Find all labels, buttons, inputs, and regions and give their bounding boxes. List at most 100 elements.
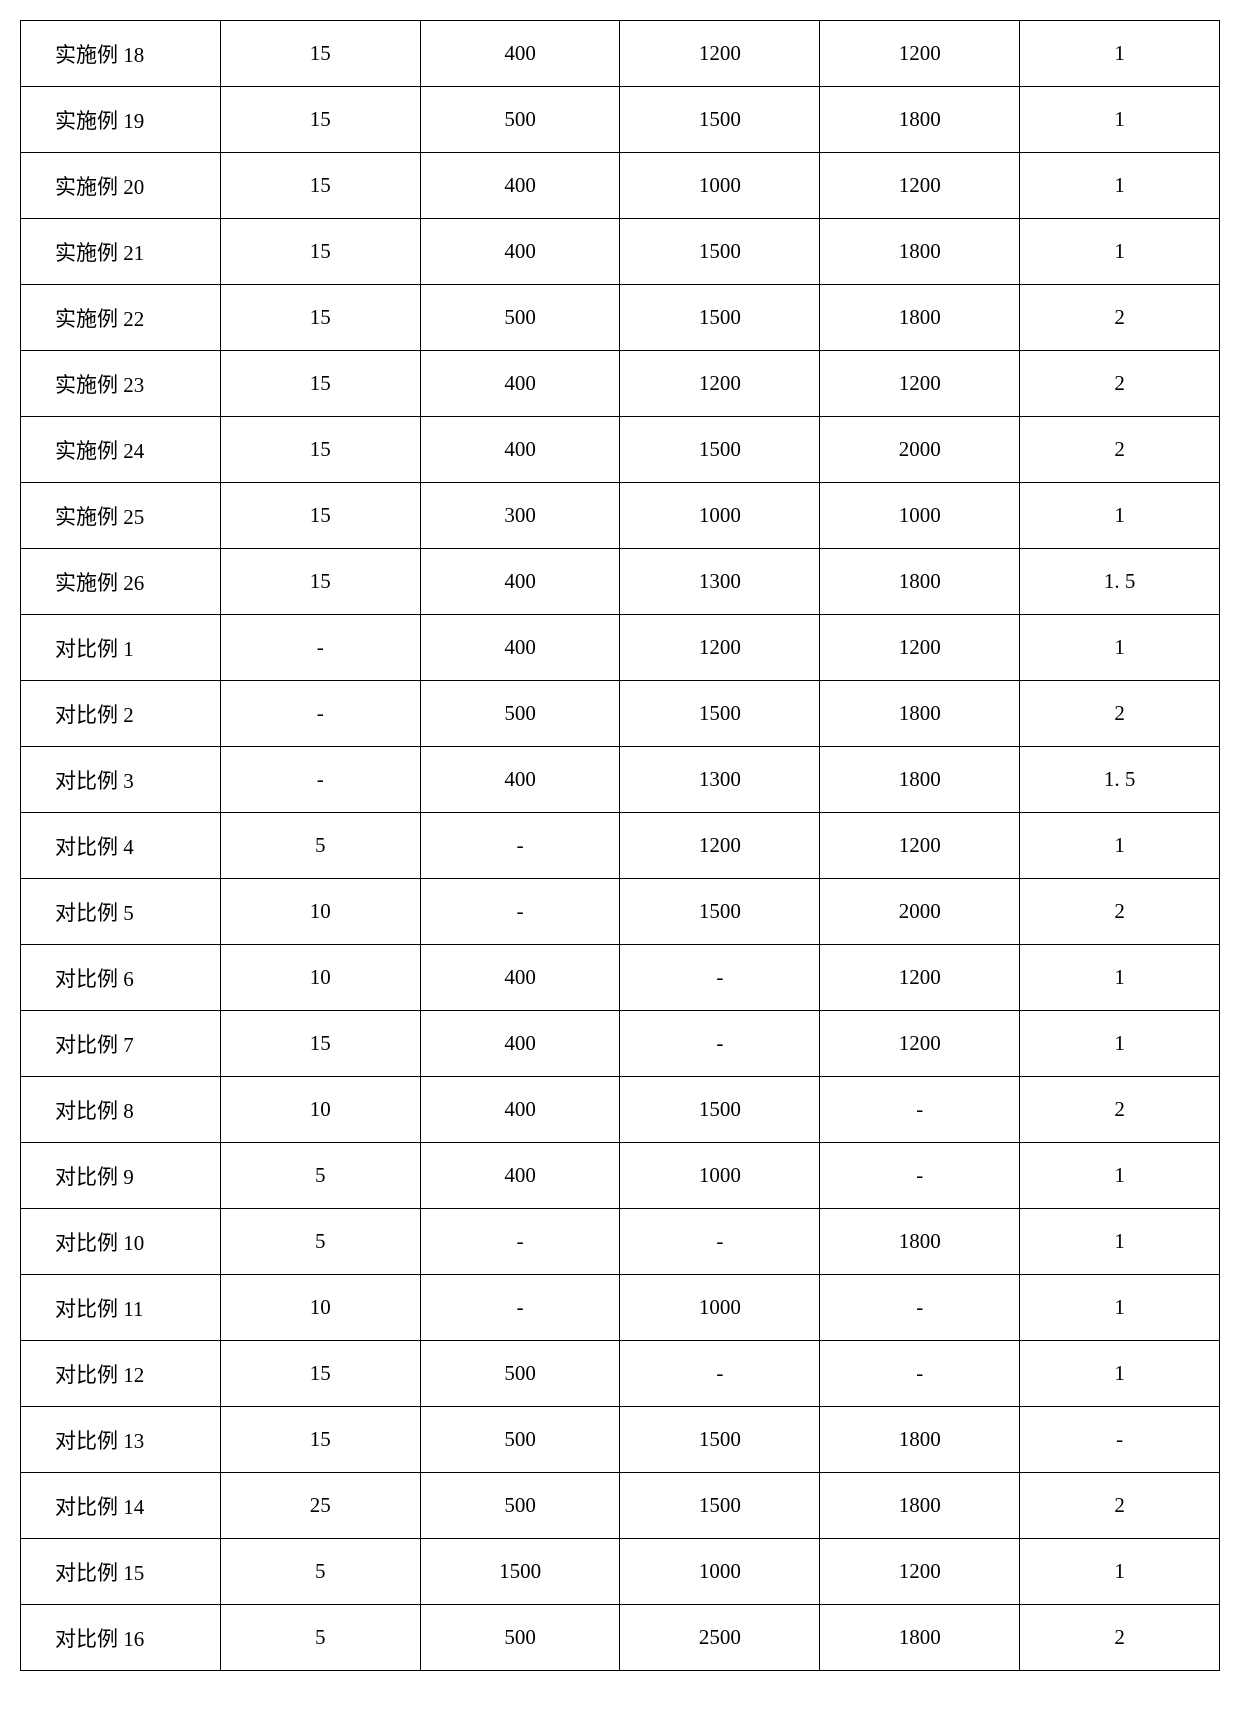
row-value: 15 bbox=[220, 351, 420, 417]
row-value: 1200 bbox=[820, 21, 1020, 87]
table-row: 对比例 131550015001800- bbox=[21, 1407, 1220, 1473]
row-value: - bbox=[420, 1209, 620, 1275]
row-value: 1800 bbox=[820, 549, 1020, 615]
row-value: 10 bbox=[220, 879, 420, 945]
row-value: - bbox=[420, 813, 620, 879]
row-value: 1. 5 bbox=[1020, 549, 1220, 615]
row-value: 1000 bbox=[620, 1143, 820, 1209]
row-value: 1. 5 bbox=[1020, 747, 1220, 813]
table-row: 实施例 2415400150020002 bbox=[21, 417, 1220, 483]
row-value: 1 bbox=[1020, 1209, 1220, 1275]
row-value: 10 bbox=[220, 1077, 420, 1143]
row-value: 500 bbox=[420, 1407, 620, 1473]
row-value: 500 bbox=[420, 87, 620, 153]
row-value: 400 bbox=[420, 1011, 620, 1077]
row-label: 实施例 25 bbox=[21, 483, 221, 549]
row-value: - bbox=[620, 1341, 820, 1407]
row-value: 5 bbox=[220, 1605, 420, 1671]
row-label: 对比例 4 bbox=[21, 813, 221, 879]
row-label: 对比例 6 bbox=[21, 945, 221, 1011]
row-value: 5 bbox=[220, 1143, 420, 1209]
row-value: 500 bbox=[420, 681, 620, 747]
row-value: 400 bbox=[420, 945, 620, 1011]
row-value: 1800 bbox=[820, 747, 1020, 813]
row-value: - bbox=[220, 681, 420, 747]
table-row: 对比例 715400-12001 bbox=[21, 1011, 1220, 1077]
row-value: - bbox=[820, 1341, 1020, 1407]
table-row: 实施例 2015400100012001 bbox=[21, 153, 1220, 219]
row-value: 2500 bbox=[620, 1605, 820, 1671]
row-value: 1 bbox=[1020, 87, 1220, 153]
table-row: 对比例 510-150020002 bbox=[21, 879, 1220, 945]
row-value: 15 bbox=[220, 153, 420, 219]
row-value: - bbox=[620, 1011, 820, 1077]
table-row: 对比例 1110-1000-1 bbox=[21, 1275, 1220, 1341]
row-value: 1500 bbox=[620, 681, 820, 747]
row-value: 1200 bbox=[820, 615, 1020, 681]
row-value: 400 bbox=[420, 549, 620, 615]
row-value: 1200 bbox=[820, 351, 1020, 417]
row-value: 15 bbox=[220, 219, 420, 285]
row-value: 1 bbox=[1020, 153, 1220, 219]
row-label: 实施例 18 bbox=[21, 21, 221, 87]
row-label: 对比例 2 bbox=[21, 681, 221, 747]
table-row: 对比例 105--18001 bbox=[21, 1209, 1220, 1275]
table-row: 实施例 2215500150018002 bbox=[21, 285, 1220, 351]
row-value: 500 bbox=[420, 1605, 620, 1671]
row-value: - bbox=[220, 615, 420, 681]
row-value: 2 bbox=[1020, 351, 1220, 417]
row-value: 1300 bbox=[620, 549, 820, 615]
row-value: 15 bbox=[220, 285, 420, 351]
row-value: 300 bbox=[420, 483, 620, 549]
row-value: - bbox=[420, 1275, 620, 1341]
data-table: 实施例 1815400120012001实施例 1915500150018001… bbox=[20, 20, 1220, 1671]
row-value: 1800 bbox=[820, 1407, 1020, 1473]
row-value: 1200 bbox=[820, 945, 1020, 1011]
row-value: 1000 bbox=[620, 153, 820, 219]
row-value: 15 bbox=[220, 1011, 420, 1077]
row-value: 400 bbox=[420, 417, 620, 483]
row-value: 1200 bbox=[820, 153, 1020, 219]
row-value: 1500 bbox=[420, 1539, 620, 1605]
row-label: 对比例 15 bbox=[21, 1539, 221, 1605]
row-label: 实施例 22 bbox=[21, 285, 221, 351]
row-value: 400 bbox=[420, 219, 620, 285]
row-value: - bbox=[420, 879, 620, 945]
row-value: 2000 bbox=[820, 879, 1020, 945]
row-label: 对比例 3 bbox=[21, 747, 221, 813]
row-value: 1800 bbox=[820, 87, 1020, 153]
row-value: 1200 bbox=[820, 1011, 1020, 1077]
row-value: - bbox=[620, 945, 820, 1011]
row-value: 1500 bbox=[620, 219, 820, 285]
row-label: 实施例 26 bbox=[21, 549, 221, 615]
table-row: 对比例 3-400130018001. 5 bbox=[21, 747, 1220, 813]
row-value: 500 bbox=[420, 1341, 620, 1407]
row-value: 1500 bbox=[620, 879, 820, 945]
row-value: 15 bbox=[220, 1341, 420, 1407]
row-label: 对比例 1 bbox=[21, 615, 221, 681]
table-row: 对比例 165500250018002 bbox=[21, 1605, 1220, 1671]
table-row: 对比例 8104001500-2 bbox=[21, 1077, 1220, 1143]
table-row: 实施例 1815400120012001 bbox=[21, 21, 1220, 87]
row-value: 2 bbox=[1020, 879, 1220, 945]
row-value: 5 bbox=[220, 1539, 420, 1605]
row-value: 5 bbox=[220, 813, 420, 879]
row-value: 1000 bbox=[620, 1539, 820, 1605]
row-value: 1000 bbox=[620, 1275, 820, 1341]
table-row: 实施例 2515300100010001 bbox=[21, 483, 1220, 549]
row-value: 10 bbox=[220, 945, 420, 1011]
row-value: 5 bbox=[220, 1209, 420, 1275]
row-value: 400 bbox=[420, 1077, 620, 1143]
table-row: 对比例 45-120012001 bbox=[21, 813, 1220, 879]
row-value: 1500 bbox=[620, 417, 820, 483]
row-value: 1000 bbox=[820, 483, 1020, 549]
row-value: - bbox=[220, 747, 420, 813]
row-value: 2 bbox=[1020, 1473, 1220, 1539]
table-row: 对比例 954001000-1 bbox=[21, 1143, 1220, 1209]
row-value: - bbox=[820, 1275, 1020, 1341]
row-value: 1500 bbox=[620, 1077, 820, 1143]
row-value: 2000 bbox=[820, 417, 1020, 483]
row-label: 对比例 11 bbox=[21, 1275, 221, 1341]
table-body: 实施例 1815400120012001实施例 1915500150018001… bbox=[21, 21, 1220, 1671]
row-value: 1 bbox=[1020, 615, 1220, 681]
